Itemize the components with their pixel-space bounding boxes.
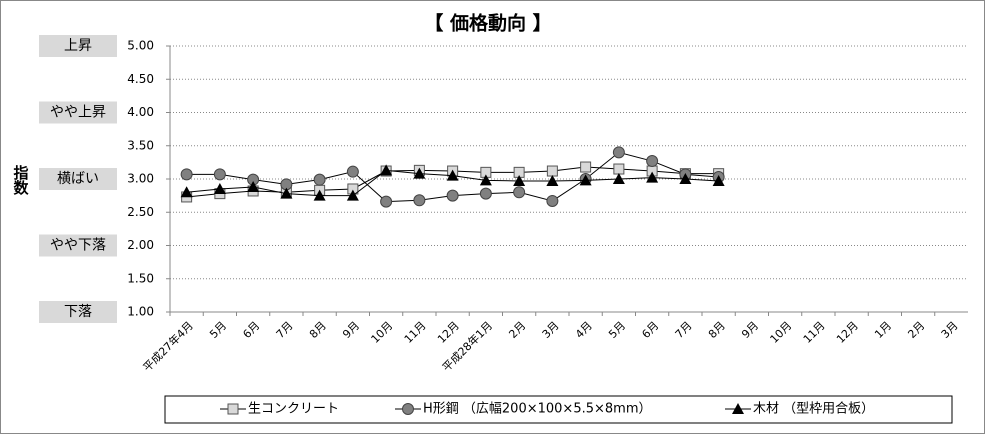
data-point bbox=[413, 167, 426, 179]
data-point bbox=[213, 168, 226, 181]
y-tick-label: 4.00 bbox=[127, 105, 154, 119]
y-tick-label: 2.00 bbox=[127, 238, 154, 252]
data-point bbox=[546, 174, 559, 186]
data-point bbox=[579, 174, 592, 186]
data-point bbox=[313, 189, 326, 201]
legend-label: H形鋼 （広幅200×100×5.5×8mm） bbox=[423, 402, 651, 417]
level-box bbox=[39, 234, 117, 257]
data-point bbox=[679, 173, 692, 184]
level-label: 横ばい bbox=[57, 171, 99, 187]
y-tick-label: 3.50 bbox=[127, 138, 154, 152]
data-point bbox=[646, 155, 659, 168]
data-point bbox=[712, 174, 725, 186]
legend-box bbox=[164, 395, 953, 424]
data-point bbox=[513, 186, 526, 199]
data-point bbox=[346, 189, 359, 201]
data-point bbox=[546, 165, 558, 177]
level-box bbox=[39, 168, 117, 190]
y-tick-label: 4.50 bbox=[127, 72, 154, 86]
level-label: 下落 bbox=[64, 304, 92, 320]
data-point bbox=[380, 195, 393, 208]
legend-label: 生コンクリート bbox=[248, 402, 339, 417]
chart-title: 【 価格動向 】 bbox=[424, 12, 551, 35]
data-point bbox=[213, 182, 226, 194]
data-point bbox=[612, 173, 625, 184]
data-point bbox=[380, 164, 393, 176]
data-point bbox=[479, 187, 492, 200]
y-tick-label: 2.50 bbox=[127, 205, 154, 219]
data-point bbox=[180, 186, 193, 198]
level-label: やや下落 bbox=[50, 238, 106, 254]
data-point bbox=[646, 171, 659, 183]
data-point bbox=[580, 161, 592, 173]
y-tick-label: 5.00 bbox=[127, 39, 154, 53]
data-point bbox=[413, 194, 426, 207]
data-point bbox=[346, 165, 359, 178]
y-axis-label: 指数 bbox=[12, 164, 30, 196]
data-point bbox=[280, 187, 293, 199]
data-point bbox=[612, 146, 625, 159]
data-point bbox=[513, 174, 526, 186]
data-point bbox=[247, 180, 260, 192]
data-point bbox=[446, 189, 459, 202]
legend-marker bbox=[732, 403, 744, 414]
legend-label: 木材 （型枠用合板） bbox=[753, 402, 874, 417]
legend-marker bbox=[402, 403, 414, 415]
data-point bbox=[446, 169, 459, 181]
legend-marker bbox=[227, 403, 239, 415]
y-tick-label: 1.50 bbox=[127, 271, 154, 285]
level-box bbox=[39, 301, 117, 323]
data-point bbox=[180, 168, 193, 181]
y-tick-label: 1.00 bbox=[127, 305, 154, 319]
data-point bbox=[313, 173, 326, 186]
level-box bbox=[39, 35, 117, 57]
data-point bbox=[546, 194, 559, 207]
level-box bbox=[39, 101, 117, 124]
data-point bbox=[613, 163, 625, 175]
y-tick-label: 3.00 bbox=[127, 172, 154, 186]
data-point bbox=[479, 174, 492, 186]
level-label: 上昇 bbox=[64, 38, 92, 54]
level-label: やや上昇 bbox=[50, 105, 106, 121]
